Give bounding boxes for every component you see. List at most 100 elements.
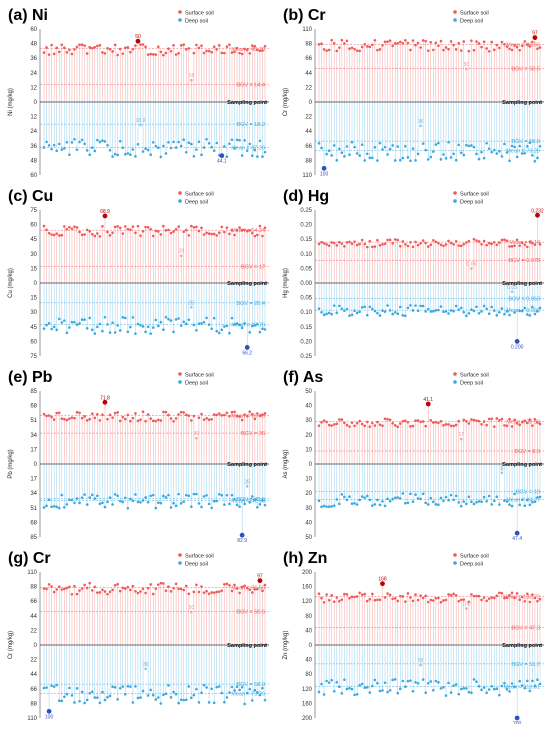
deep-point — [202, 146, 206, 149]
surface-point — [75, 410, 79, 414]
surface-point — [437, 44, 440, 48]
surface-point — [386, 238, 389, 242]
surface-point — [151, 53, 155, 56]
surface-point — [411, 599, 415, 603]
deep-point — [129, 153, 132, 156]
deep-point — [235, 685, 239, 689]
deep-point — [393, 678, 397, 681]
surface-point — [57, 234, 61, 237]
deep-point — [106, 323, 109, 326]
surface-point — [536, 599, 539, 603]
deep-point — [388, 499, 392, 503]
deep-point — [52, 685, 56, 688]
surface-point — [217, 231, 221, 235]
deep-point — [205, 494, 208, 497]
deep-point — [371, 307, 374, 311]
tick-label-bottom: 160 — [302, 701, 313, 707]
deep-point — [113, 152, 117, 156]
surface-point — [83, 233, 86, 236]
surface-point — [424, 241, 427, 245]
deep-point — [358, 683, 361, 687]
tick-label-bottom: 200 — [302, 716, 313, 722]
surface-point — [437, 241, 440, 245]
surface-point — [212, 591, 216, 594]
legend-label-surface: Surface soil — [460, 373, 489, 379]
legend-marker-surface — [178, 191, 182, 195]
surface-point — [200, 412, 203, 416]
surface-point — [205, 416, 208, 420]
surface-point — [332, 423, 336, 426]
y-axis-label: Zn (mg/kg) — [283, 630, 289, 659]
surface-point — [75, 45, 79, 49]
surface-point — [45, 46, 48, 49]
deep-point — [340, 151, 344, 155]
deep-point — [131, 701, 135, 704]
deep-point — [472, 678, 476, 681]
surface-point — [228, 583, 231, 587]
surface-point — [325, 49, 328, 52]
deep-point — [437, 503, 440, 507]
tick-label-bottom: 40 — [305, 658, 312, 664]
surface-point — [360, 45, 364, 49]
tick-label-top: 30 — [305, 418, 312, 424]
deep-point — [365, 686, 369, 689]
deep-point — [45, 686, 48, 689]
deep-point — [355, 503, 359, 506]
deep-point — [57, 699, 61, 702]
surface-point — [68, 225, 71, 229]
min-deep-label: 0.03 — [507, 285, 517, 291]
surface-point — [235, 587, 239, 590]
deep-point — [47, 321, 51, 325]
surface-point — [520, 595, 524, 599]
surface-point — [146, 413, 150, 416]
surface-point — [83, 415, 86, 418]
deep-point — [348, 314, 351, 317]
deep-point — [538, 144, 542, 148]
surface-point — [510, 425, 514, 428]
surface-point — [538, 422, 542, 426]
surface-point — [103, 590, 107, 593]
surface-point — [52, 52, 56, 56]
deep-point — [106, 500, 109, 504]
legend-marker-deep — [453, 561, 457, 565]
deep-point — [391, 312, 394, 316]
surface-point — [371, 592, 374, 596]
deep-point — [151, 326, 155, 329]
deep-point — [134, 685, 137, 688]
deep-point — [498, 503, 501, 506]
surface-point — [498, 46, 501, 50]
surface-point — [513, 44, 516, 47]
deep-point — [174, 318, 178, 321]
deep-point — [429, 310, 433, 313]
surface-point — [335, 422, 339, 426]
surface-point — [154, 419, 158, 423]
surface-point — [217, 412, 221, 415]
surface-point — [154, 587, 158, 590]
deep-point — [381, 148, 384, 151]
deep-point — [429, 680, 433, 683]
surface-point — [406, 592, 410, 595]
deep-point — [162, 328, 165, 332]
surface-point — [98, 591, 102, 594]
deep-point — [480, 150, 483, 154]
deep-point — [439, 305, 443, 308]
deep-point — [401, 314, 405, 317]
deep-point — [215, 499, 219, 503]
deep-point — [108, 331, 112, 334]
surface-point — [523, 243, 527, 246]
surface-point — [528, 240, 532, 244]
surface-point — [96, 44, 99, 48]
deep-point — [338, 502, 341, 506]
surface-point — [144, 591, 147, 595]
surface-point — [335, 244, 339, 247]
surface-point — [50, 415, 53, 419]
deep-point — [345, 498, 349, 502]
deep-point — [83, 701, 86, 705]
surface-point — [106, 230, 109, 234]
surface-point — [459, 598, 463, 602]
deep-point — [141, 689, 145, 693]
surface-point — [343, 592, 346, 596]
surface-point — [103, 52, 107, 55]
min-surface-label: 30 — [194, 431, 200, 437]
